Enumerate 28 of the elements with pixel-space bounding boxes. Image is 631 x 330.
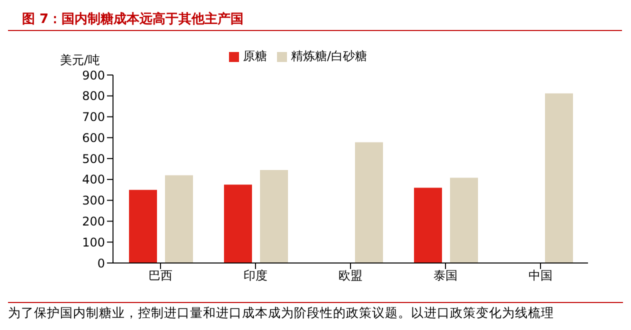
y-tick-label: 900	[82, 68, 105, 82]
bar	[414, 188, 442, 263]
bar	[545, 93, 573, 263]
y-tick-label: 700	[82, 110, 105, 124]
x-tick-label: 泰国	[434, 268, 458, 283]
y-tick-label: 500	[82, 152, 105, 166]
chart-title: 图 7：国内制糖成本远高于其他主产国	[8, 8, 622, 31]
legend-label: 精炼糖/白砂糖	[290, 49, 368, 63]
y-tick-label: 300	[82, 194, 105, 208]
y-tick-label: 600	[82, 130, 105, 145]
x-tick-label: 巴西	[148, 268, 172, 283]
legend-label: 原糖	[242, 49, 267, 63]
y-tick-label: 0	[97, 256, 105, 270]
y-axis-title: 美元/吨	[60, 52, 100, 69]
y-tick-label: 400	[82, 172, 105, 187]
x-tick-label: 印度	[244, 268, 268, 283]
y-tick-label: 800	[82, 89, 105, 104]
y-tick-label: 200	[82, 214, 105, 228]
text: 为了保护国内制糖业，控制进口量和进口成本成为阶段性的政策议题。以进口政策变化为线梳理	[8, 305, 623, 322]
y-tick-label: 100	[82, 235, 105, 250]
x-tick-label: 中国	[528, 268, 552, 283]
bar	[450, 178, 478, 263]
bar	[165, 175, 193, 263]
bar	[355, 142, 383, 263]
bar	[260, 170, 288, 263]
bar	[129, 190, 157, 263]
x-tick-label: 欧盟	[338, 268, 362, 283]
bar	[224, 184, 252, 263]
